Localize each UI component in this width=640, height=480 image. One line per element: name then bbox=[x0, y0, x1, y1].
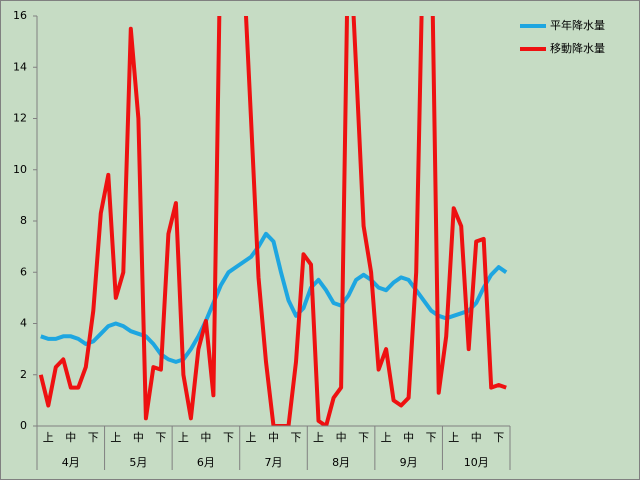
x-tick-label: 下 bbox=[223, 431, 234, 444]
y-tick-label: 16 bbox=[13, 9, 27, 22]
legend-label: 平年降水量 bbox=[550, 18, 605, 32]
y-tick-label: 14 bbox=[13, 60, 27, 73]
x-tick-label: 中 bbox=[403, 431, 414, 444]
x-tick-label: 下 bbox=[88, 431, 99, 444]
plot-lines bbox=[38, 16, 508, 426]
y-tick-label: 8 bbox=[20, 214, 27, 227]
x-tick-label: 上 bbox=[313, 431, 324, 444]
x-tick-label: 中 bbox=[65, 431, 76, 444]
x-tick-label: 上 bbox=[381, 431, 392, 444]
month-label: 9月 bbox=[400, 456, 418, 469]
x-tick-label: 中 bbox=[336, 431, 347, 444]
y-tick-label: 4 bbox=[20, 317, 27, 330]
x-tick-label: 上 bbox=[448, 431, 459, 444]
series-line bbox=[40, 231, 508, 364]
x-tick-label: 下 bbox=[426, 431, 437, 444]
x-tick-label: 下 bbox=[358, 431, 369, 444]
month-label: 6月 bbox=[197, 456, 215, 469]
series-line bbox=[38, 16, 507, 426]
y-tick-label: 10 bbox=[13, 163, 27, 176]
x-tick-label: 下 bbox=[493, 431, 504, 444]
month-label: 8月 bbox=[332, 456, 350, 469]
y-tick-label: 12 bbox=[13, 112, 27, 125]
x-tick-label: 上 bbox=[245, 431, 256, 444]
x-tick-label: 下 bbox=[291, 431, 302, 444]
y-tick-label: 0 bbox=[20, 419, 27, 432]
month-label: 5月 bbox=[129, 456, 147, 469]
legend-label: 移動降水量 bbox=[550, 41, 605, 55]
y-tick-label: 2 bbox=[20, 368, 27, 381]
month-label: 4月 bbox=[62, 456, 80, 469]
month-label: 10月 bbox=[464, 456, 489, 469]
x-tick-label: 上 bbox=[178, 431, 189, 444]
x-tick-label: 中 bbox=[471, 431, 482, 444]
x-tick-label: 中 bbox=[133, 431, 144, 444]
x-tick-label: 上 bbox=[43, 431, 54, 444]
x-tick-label: 中 bbox=[268, 431, 279, 444]
y-tick-label: 6 bbox=[20, 265, 27, 278]
month-label: 7月 bbox=[265, 456, 283, 469]
x-tick-label: 下 bbox=[155, 431, 166, 444]
x-tick-label: 上 bbox=[110, 431, 121, 444]
x-tick-label: 中 bbox=[200, 431, 211, 444]
